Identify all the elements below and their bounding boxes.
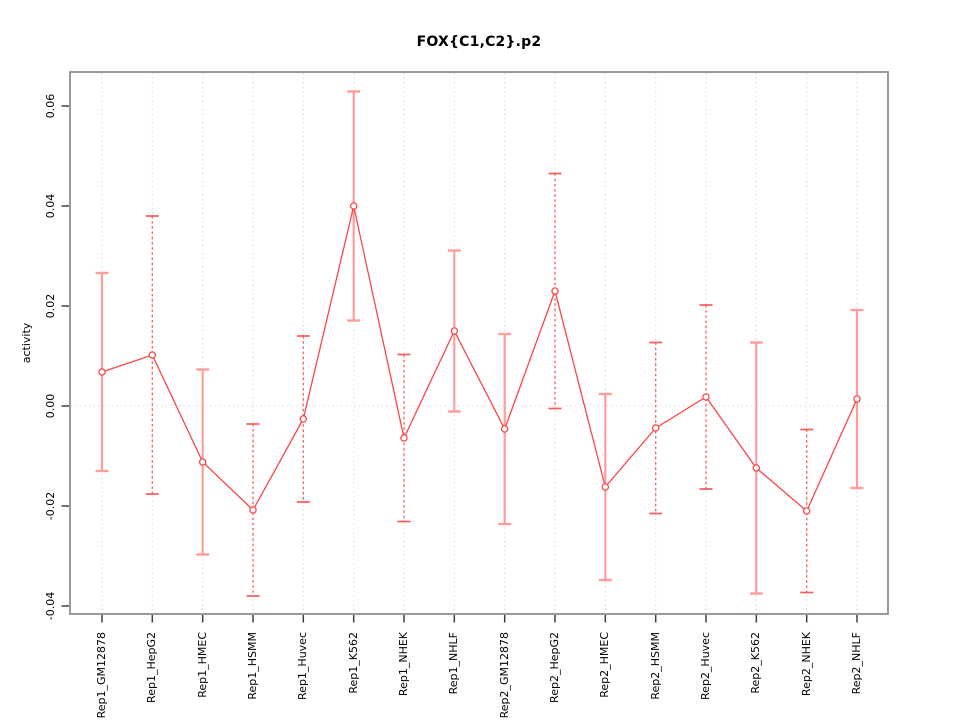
- data-point: [500, 425, 509, 433]
- data-point: [450, 327, 459, 335]
- data-point: [651, 424, 660, 432]
- plot-frame: [69, 71, 889, 615]
- data-point: [249, 506, 257, 514]
- x-tick-label: Rep1_K562: [346, 632, 360, 694]
- series-line: [101, 205, 858, 513]
- x-tick-label: Rep2_HepG2: [548, 632, 561, 703]
- data-point: [601, 483, 610, 491]
- data-point: [98, 368, 106, 376]
- y-tick-label: 0.00: [44, 393, 57, 419]
- y-tick-label: -0.02: [44, 491, 57, 521]
- data-point: [853, 395, 861, 403]
- x-tick-label: Rep2_Huvec: [699, 632, 712, 700]
- x-tick-label: Rep2_HSMM: [648, 632, 662, 700]
- data-point: [349, 202, 358, 210]
- data-point: [802, 507, 811, 515]
- data-point: [752, 464, 761, 472]
- data-point: [148, 351, 157, 359]
- data-point: [198, 458, 207, 466]
- x-tick-label: Rep2_K562: [749, 632, 763, 694]
- x-tick-label: Rep1_NHLF: [447, 632, 461, 695]
- x-tick-label: Rep1_HepG2: [145, 632, 159, 703]
- x-tick-label: Rep1_NHEK: [397, 632, 410, 697]
- x-tick-label: Rep1_HMEC: [195, 632, 209, 698]
- chart-title: FOX{C1,C2}.p2: [416, 34, 542, 50]
- y-tick-label: 0.02: [44, 293, 57, 319]
- y-tick-label: -0.04: [44, 591, 57, 621]
- data-point: [400, 434, 408, 442]
- y-tick-label: 0.04: [44, 193, 57, 219]
- data-point: [551, 287, 559, 295]
- data-point: [702, 393, 710, 401]
- x-tick-label: Rep2_NHEK: [799, 632, 813, 697]
- x-tick-label: Rep1_HSMM: [246, 632, 259, 700]
- x-tick-label: Rep1_Huvec: [296, 632, 310, 700]
- x-tick-label: Rep2_HMEC: [598, 632, 612, 698]
- x-tick-label: Rep2_GM12878: [497, 632, 511, 719]
- x-tick-label: Rep2_NHLF: [850, 632, 863, 695]
- x-tick-label: Rep1_GM12878: [95, 632, 108, 719]
- data-point: [299, 415, 308, 423]
- y-tick-label: 0.06: [44, 93, 57, 119]
